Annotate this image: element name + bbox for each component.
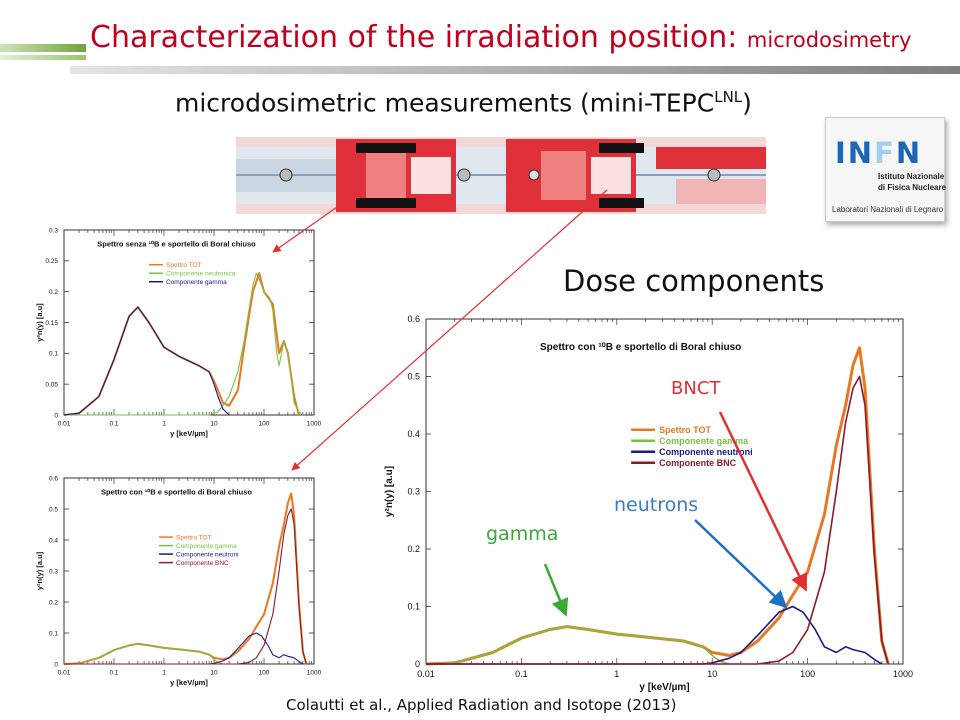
y-tick-label: 0.3 [49, 227, 58, 234]
plot-frame [425, 318, 904, 665]
header-green-bar [0, 44, 86, 52]
y-tick-label: 0.5 [407, 372, 420, 382]
x-tick-label: 1 [162, 670, 166, 677]
legend-label: Componente gamma [176, 543, 237, 550]
y-tick-label: 0 [54, 412, 58, 419]
x-axis-label: y [keV/µm] [639, 682, 689, 693]
x-tick-label: 0.01 [58, 421, 71, 428]
chart-spectrum-no-boron: 0 0.05 0.1 0.15 0.2 0.25 0.3 0.01 0.1 1 10 100 1000 y… [35, 227, 322, 438]
logo-line-3: Laboratori Nazionali di Legnaro [832, 205, 944, 214]
legend-label: Componente neutroni [659, 447, 753, 457]
logo-letter-3: F [874, 136, 896, 170]
y-tick-label: 0.4 [49, 537, 58, 544]
legend-label: Spettro TOT [659, 425, 711, 435]
legend-label: Componente neutronica [166, 271, 236, 278]
y-tick-label: 0.25 [45, 258, 58, 265]
x-tick-label: 0.1 [515, 669, 528, 679]
series-line-2 [63, 643, 223, 665]
detector-schematic [236, 137, 766, 214]
y-tick-label: 0.1 [49, 630, 58, 637]
x-tick-label: 100 [259, 670, 270, 677]
legend-label: Componente gamma [659, 436, 749, 446]
y-tick-label: 0 [54, 661, 58, 668]
x-tick-label: 100 [800, 669, 815, 679]
x-tick-label: 10 [210, 670, 218, 677]
legend-label: Componente neutroni [176, 551, 239, 558]
annotation-bnct: BNCT [671, 378, 721, 399]
plot-frame [63, 229, 315, 416]
legend-label: Componente BNC [659, 458, 736, 468]
x-tick-label: 0.01 [417, 669, 435, 679]
logo-line-2: di Fisica Nucleare [878, 183, 947, 192]
citation: Colautti et al., Applied Radiation and I… [286, 696, 677, 714]
logo-letter-4: N [895, 136, 923, 170]
y-axis-label: y²n(y) [a.u] [35, 551, 44, 590]
slide-subtitle: microdosimetric measurements (mini-TEPCL… [175, 88, 752, 118]
y-tick-label: 0.6 [407, 314, 420, 324]
x-tick-label: 100 [259, 421, 270, 428]
chart-title: Spettro con ¹⁰B e sportello di Boral chi… [540, 342, 741, 353]
dose-components-heading: Dose components [563, 264, 825, 298]
y-tick-label: 0.1 [49, 351, 58, 358]
y-axis-label: y²n(y) [a.u] [35, 303, 44, 342]
logo-letter-2: N [847, 136, 875, 170]
x-tick-label: 10 [707, 669, 717, 679]
y-tick-label: 0 [415, 659, 420, 669]
y-tick-label: 0.3 [407, 487, 420, 497]
y-tick-label: 0.3 [49, 568, 58, 575]
x-axis-label: y [keV/µm] [170, 429, 208, 438]
y-tick-label: 0.4 [407, 429, 420, 439]
y-axis-label: y²n(y) [a.u] [384, 466, 395, 517]
x-tick-label: 10 [210, 421, 218, 428]
chart-spectrum-boron-small: 0 0.1 0.2 0.3 0.4 0.5 0.6 0.01 0.1 1 10 100 1000 y [k… [35, 475, 322, 687]
x-tick-label: 1000 [893, 669, 913, 679]
chart-title: Spettro con ¹⁰B e sportello di Boral chi… [101, 488, 252, 497]
logo-line-1: Istituto Nazionale [878, 172, 945, 181]
series-line-2 [425, 625, 730, 665]
x-tick-label: 1 [162, 421, 166, 428]
header-green-bar-shadow [0, 55, 86, 60]
y-tick-label: 0.2 [407, 544, 420, 554]
series-line-4 [64, 508, 307, 665]
x-tick-label: 0.1 [109, 670, 118, 677]
plot-frame [63, 477, 315, 665]
x-axis-label: y [keV/µm] [170, 678, 208, 687]
legend-label: Componente BNC [176, 560, 229, 567]
y-tick-label: 0.6 [49, 475, 58, 482]
y-tick-label: 0.5 [49, 506, 58, 513]
logo-letter-1: I [835, 136, 848, 170]
infn-logo: INFN Istituto Nazionale di Fisica Nuclea… [825, 117, 947, 222]
legend-label: Spettro TOT [166, 262, 202, 269]
header-gray-rule [70, 66, 960, 74]
legend-label: Spettro TOT [176, 534, 212, 541]
chart-title: Spettro senza ¹⁰B e sportello di Boral c… [97, 240, 256, 249]
y-tick-label: 0.2 [49, 599, 58, 606]
y-tick-label: 0.2 [49, 289, 58, 296]
series-line-4 [426, 375, 889, 665]
legend-label: Componente gamma [166, 279, 227, 286]
slide-title: Characterization of the irradiation posi… [90, 20, 912, 55]
y-tick-label: 0.15 [45, 320, 58, 327]
x-tick-label: 0.01 [58, 670, 71, 677]
y-tick-label: 0.05 [45, 381, 58, 388]
x-tick-label: 0.1 [109, 421, 118, 428]
series-line-2 [64, 272, 304, 416]
y-tick-label: 0.1 [407, 602, 420, 612]
x-tick-label: 1000 [307, 670, 322, 677]
x-tick-label: 1 [614, 669, 619, 679]
annotation-neutrons: neutrons [614, 494, 699, 516]
x-tick-label: 1000 [307, 421, 322, 428]
annotation-gamma: gamma [486, 523, 559, 545]
